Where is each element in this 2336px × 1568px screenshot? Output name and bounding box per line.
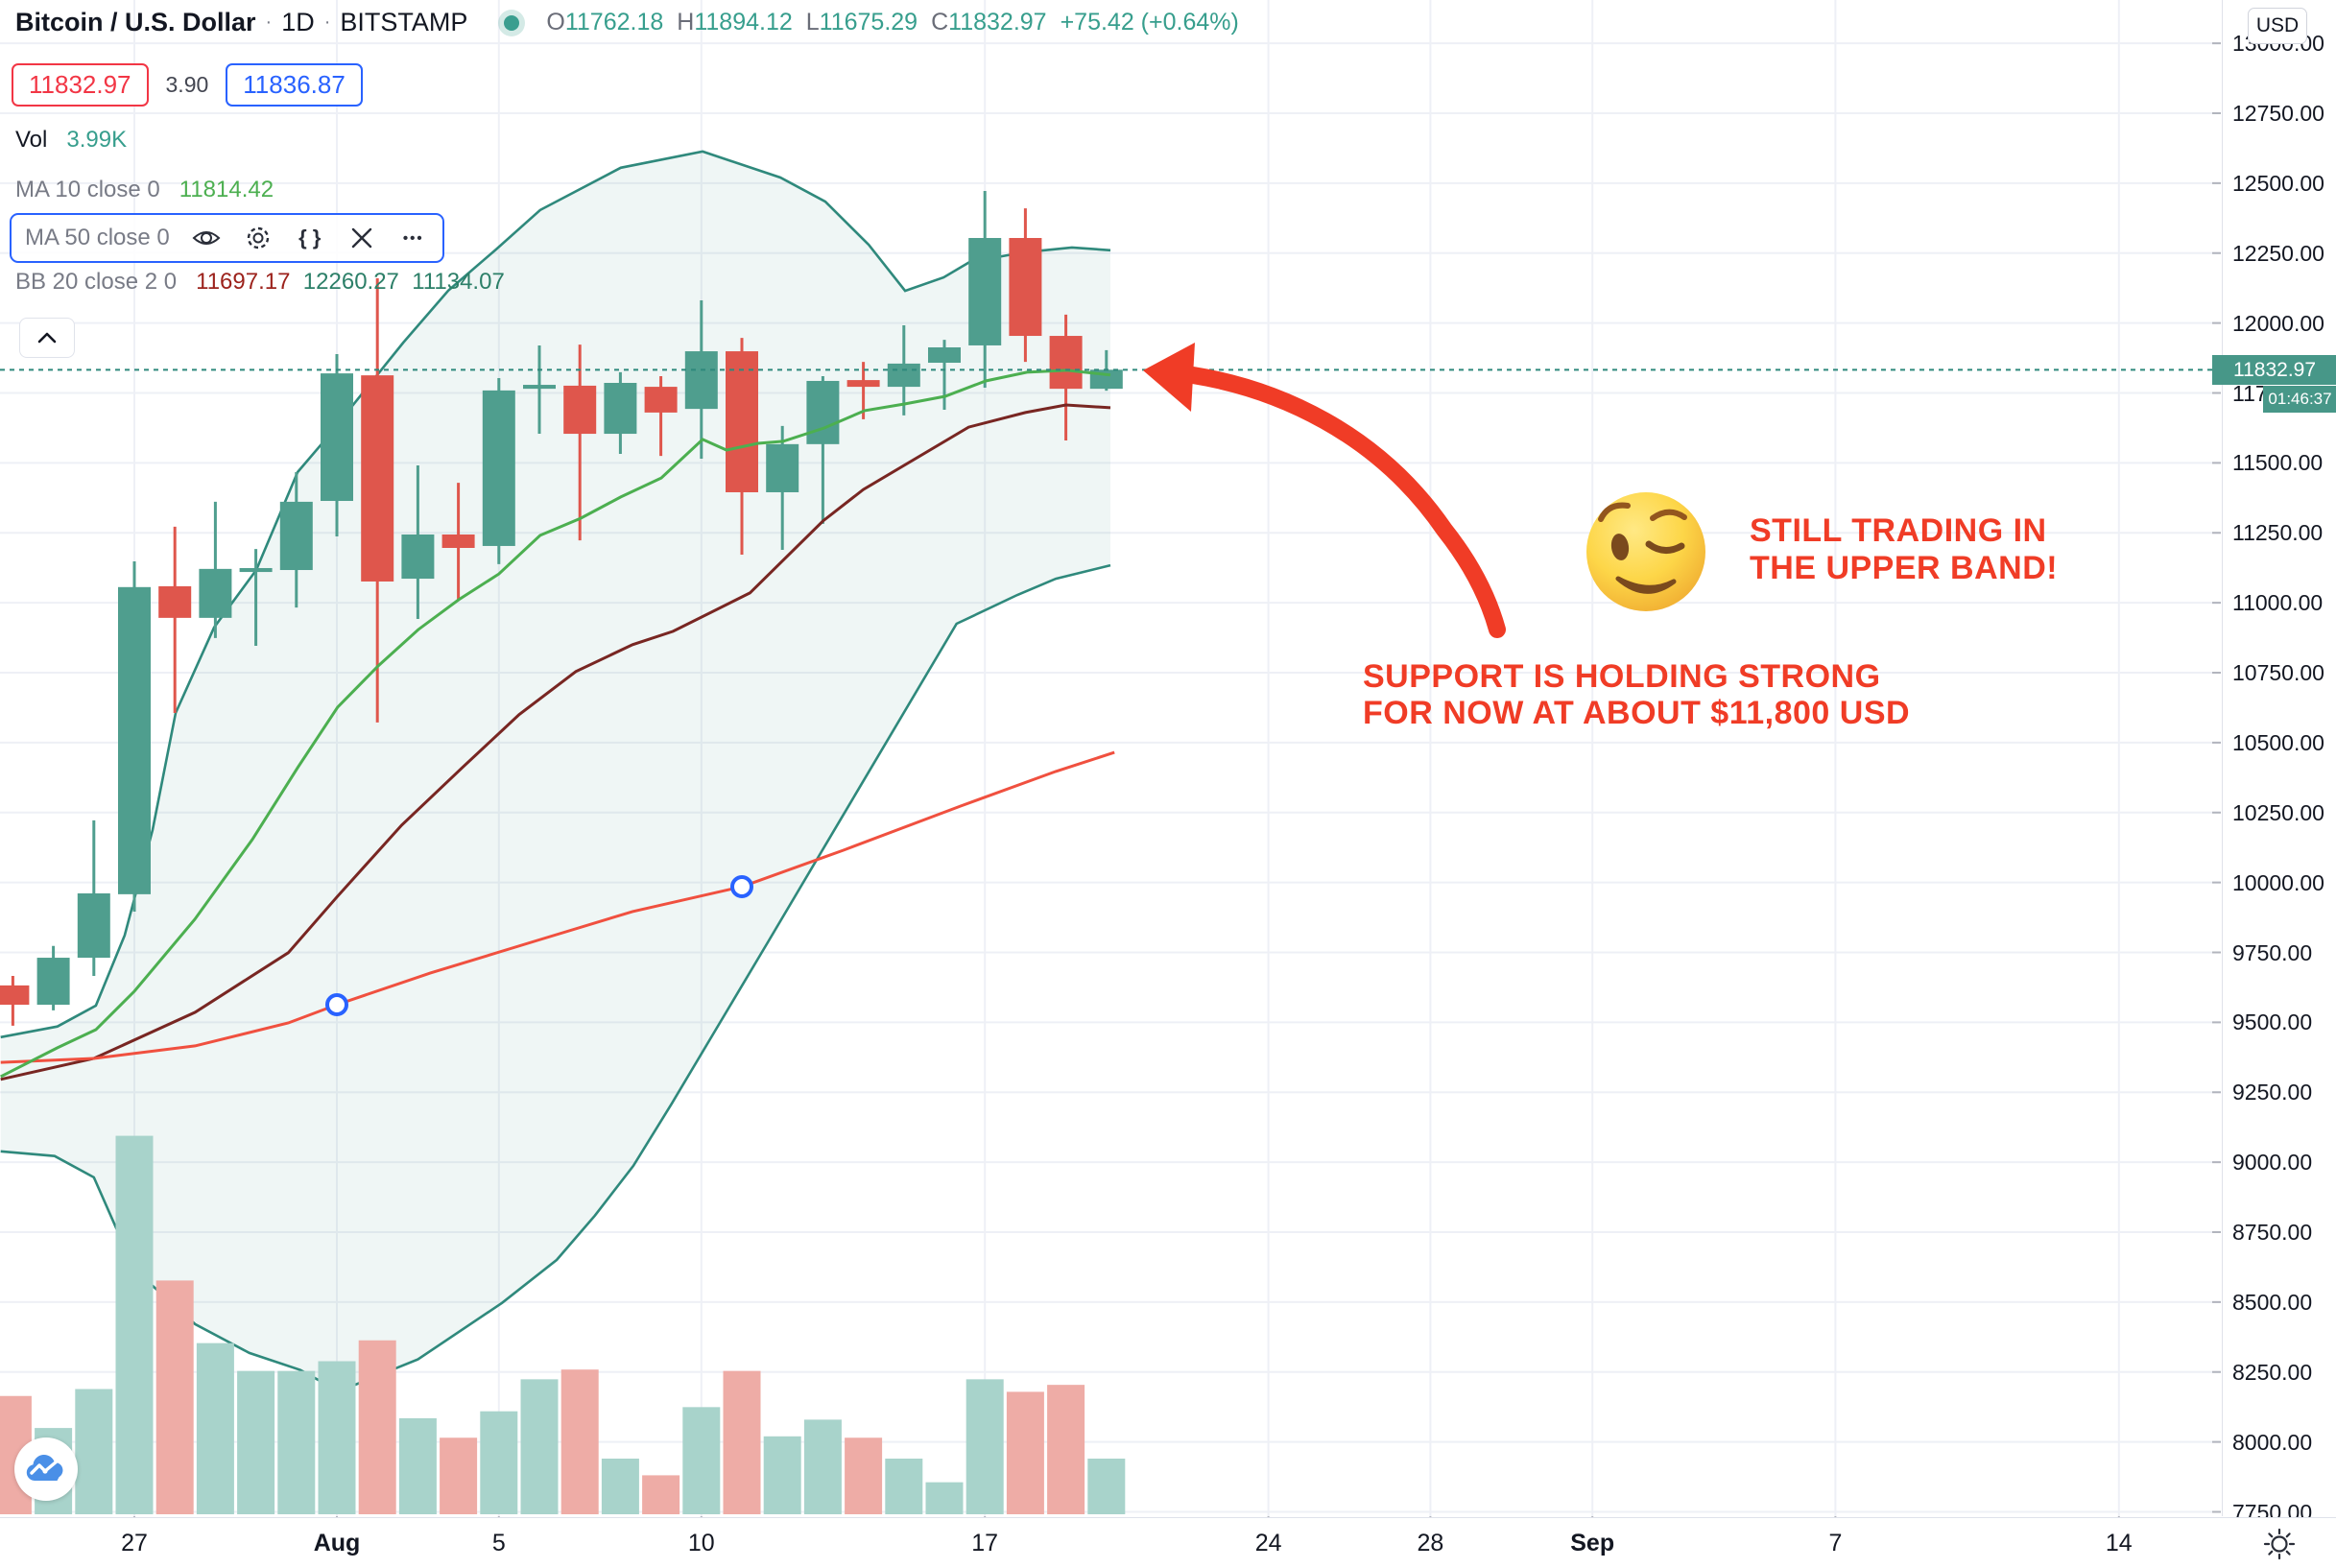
- ma50-drag-handles[interactable]: [325, 874, 753, 1017]
- sell-button[interactable]: 11832.97: [12, 63, 149, 107]
- price-axis-label: 10750.00: [2232, 660, 2324, 685]
- high-value: 11894.12: [694, 9, 793, 36]
- buy-button[interactable]: 11836.87: [226, 63, 363, 107]
- price-axis-label: 12500.00: [2232, 170, 2324, 196]
- open-value: 11762.18: [564, 9, 664, 36]
- bb-legend-row[interactable]: BB 20 close 2 0 11697.17 12260.27 11134.…: [15, 269, 505, 296]
- volume-bars: [0, 1135, 1126, 1514]
- annotation-line: STILL TRADING IN: [1750, 512, 2047, 549]
- bid-ask-row: 11832.97 3.90 11836.87: [12, 63, 363, 107]
- price-axis-label: 9500.00: [2232, 1010, 2313, 1035]
- emoji-left-eye: [1610, 534, 1630, 560]
- chart-gridlines: [0, 0, 2221, 1524]
- annotation-line: SUPPORT IS HOLDING STRONG: [1363, 658, 1881, 695]
- axis-settings-corner[interactable]: [2222, 1518, 2336, 1568]
- chevron-up-icon: [37, 332, 57, 344]
- price-axis-label: 12250.00: [2232, 240, 2324, 266]
- time-axis[interactable]: 27 Aug 5 10 17 24 28 Sep 7 14: [0, 1517, 2336, 1568]
- price-axis-label: 10000.00: [2232, 869, 2324, 895]
- eye-icon[interactable]: [191, 223, 222, 253]
- close-value: 11832.97: [948, 9, 1047, 36]
- annotation-support-text[interactable]: SUPPORT IS HOLDING STRONG FOR NOW AT ABO…: [1363, 658, 1910, 731]
- annotation-arrow[interactable]: [1143, 343, 1506, 638]
- price-axis-label: 8500.00: [2232, 1289, 2313, 1315]
- publish-idea-button[interactable]: [14, 1437, 78, 1501]
- low-value: 11675.29: [819, 9, 918, 36]
- time-axis-label: 10: [687, 1530, 715, 1556]
- bb-lower-value: 11134.07: [412, 269, 505, 295]
- indicator-lines: [0, 368, 1115, 1081]
- emoji-left-eyebrow: [1598, 502, 1631, 522]
- scale-settings-gear-icon: [2263, 1528, 2295, 1559]
- exchange-label: BITSTAMP: [340, 8, 468, 36]
- price-axis-label: 8000.00: [2232, 1429, 2313, 1455]
- arrow-shaft: [1184, 367, 1506, 638]
- source-code-icon[interactable]: { }: [298, 226, 322, 249]
- time-axis-label: 14: [2105, 1530, 2133, 1556]
- collapse-legend-button[interactable]: [19, 318, 75, 358]
- bb-basis-value: 11697.17: [196, 269, 291, 295]
- separator-dot: ·: [323, 12, 331, 33]
- price-axis[interactable]: USD 13000.0012750.0012500.0012250.001200…: [2212, 0, 2336, 1525]
- price-axis-label: 11500.00: [2232, 450, 2324, 476]
- time-axis-label: 28: [1417, 1530, 1444, 1556]
- bb-label: BB 20 close 2 0: [15, 269, 178, 295]
- price-axis-label: 9750.00: [2232, 939, 2313, 965]
- separator-dot: ·: [265, 12, 273, 33]
- price-axis-label: 12000.00: [2232, 310, 2324, 336]
- ma10-label: MA 10 close 0: [15, 177, 160, 202]
- currency-toggle-button[interactable]: USD: [2248, 8, 2307, 44]
- time-axis-label: Aug: [313, 1530, 361, 1556]
- close-icon[interactable]: [346, 223, 377, 253]
- spread-value: 3.90: [165, 72, 209, 97]
- price-axis-label: 10250.00: [2232, 799, 2324, 825]
- bar-countdown-label: 01:46:37: [2263, 386, 2336, 413]
- emoji-smile: [1615, 576, 1677, 594]
- bollinger-band-area: [0, 150, 1111, 1393]
- time-axis-label: 17: [971, 1530, 999, 1556]
- vol-value: 3.99K: [66, 127, 128, 153]
- time-axis-label: 24: [1254, 1530, 1282, 1556]
- gear-icon[interactable]: [243, 223, 274, 253]
- price-axis-label: 10500.00: [2232, 729, 2324, 755]
- ohlc-values: O11762.18 H11894.12 L11675.29 C11832.97 …: [546, 9, 1239, 36]
- symbol-name: Bitcoin / U.S. Dollar: [15, 8, 256, 36]
- ma50-legend-row-selected[interactable]: MA 50 close 0 { } •••: [10, 213, 444, 263]
- time-axis-label: 27: [121, 1530, 148, 1556]
- ma10-value: 11814.42: [179, 177, 274, 202]
- cloud-chart-icon: [26, 1454, 63, 1481]
- current-price-label: 11832.97: [2212, 355, 2336, 385]
- winking-emoji-icon[interactable]: [1586, 492, 1705, 611]
- ma10-legend-row[interactable]: MA 10 close 0 11814.42: [15, 177, 274, 203]
- volume-legend-row[interactable]: Vol 3.99K: [15, 127, 127, 154]
- price-axis-label: 12750.00: [2232, 101, 2324, 126]
- emoji-right-eyebrow: [1650, 509, 1687, 521]
- price-axis-label: 11000.00: [2232, 590, 2324, 616]
- annotation-upper-band-text[interactable]: STILL TRADING IN THE UPPER BAND!: [1750, 512, 2058, 587]
- time-axis-label: 7: [1828, 1530, 1843, 1556]
- candlesticks: [0, 191, 1123, 1026]
- emoji-wink-eye: [1645, 540, 1685, 554]
- time-axis-label: Sep: [1570, 1530, 1615, 1556]
- change-value: +75.42 (+0.64%): [1060, 9, 1239, 36]
- vol-label: Vol: [15, 127, 48, 153]
- more-dots-icon[interactable]: •••: [402, 229, 424, 247]
- arrow-head: [1143, 343, 1195, 412]
- price-axis-label: 8750.00: [2232, 1220, 2313, 1245]
- annotation-line: FOR NOW AT ABOUT $11,800 USD: [1363, 695, 1911, 731]
- time-axis-label: 5: [491, 1530, 506, 1556]
- market-status-icon[interactable]: [504, 14, 520, 31]
- price-axis-label: 8250.00: [2232, 1359, 2313, 1385]
- price-axis-label: 11250.00: [2232, 520, 2324, 546]
- interval-label[interactable]: 1D: [281, 8, 315, 36]
- price-axis-label: 9250.00: [2232, 1080, 2313, 1105]
- ma50-label: MA 50 close 0: [25, 225, 170, 250]
- annotation-line: THE UPPER BAND!: [1750, 550, 2059, 586]
- bb-upper-value: 12260.27: [302, 269, 399, 295]
- symbol-title-row[interactable]: Bitcoin / U.S. Dollar · 1D · BITSTAMP O1…: [15, 8, 1239, 37]
- price-axis-label: 9000.00: [2232, 1150, 2313, 1176]
